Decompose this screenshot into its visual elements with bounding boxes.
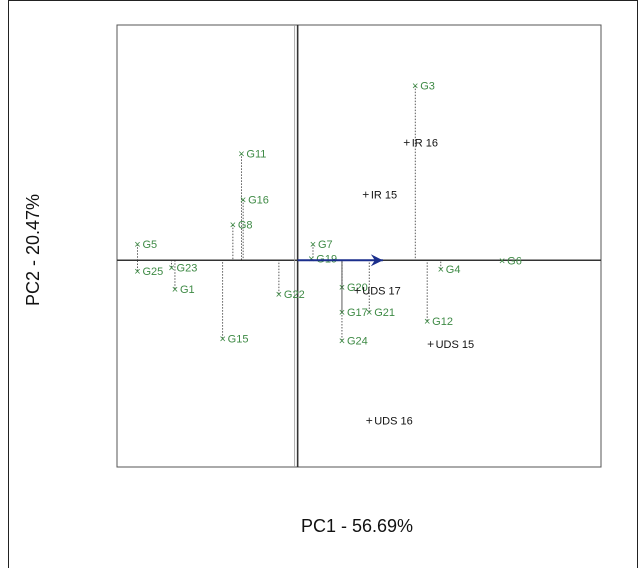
plot-border [116, 24, 602, 468]
environment-marker: + [366, 414, 373, 428]
y-axis-title: PC2 - 20.47% [23, 193, 43, 307]
environment-label: UDS 16 [374, 416, 413, 428]
genotype-label: G21 [374, 307, 395, 319]
genotype-label: G16 [248, 195, 269, 207]
genotype-marker: × [499, 255, 505, 267]
genotype-label: G12 [432, 316, 453, 328]
genotype-marker: × [424, 316, 430, 328]
genotype-marker: × [310, 239, 316, 251]
genotype-label: G20 [347, 282, 368, 294]
genotype-marker: × [240, 195, 246, 207]
genotype-label: G11 [246, 148, 266, 160]
genotype-label: G7 [318, 239, 333, 251]
genotype-label: G15 [228, 334, 249, 346]
genotype-label: G8 [238, 220, 253, 232]
genotype-marker: × [438, 264, 444, 276]
genotype-marker: × [238, 148, 244, 160]
environment-label: UDS 15 [436, 339, 475, 351]
genotype-marker: × [276, 289, 282, 301]
environment-marker: + [362, 187, 369, 201]
environment-label: IR 15 [371, 189, 397, 201]
genotype-marker: × [172, 284, 178, 296]
genotype-label: G6 [507, 255, 522, 267]
genotype-label: G23 [177, 262, 198, 274]
environment-marker: + [403, 136, 410, 150]
genotype-marker: × [230, 220, 236, 232]
genotype-label: G4 [446, 264, 461, 276]
genotype-marker: × [219, 334, 225, 346]
genotype-marker: × [134, 239, 140, 251]
genotype-label: G17 [347, 307, 368, 319]
genotype-marker: × [366, 307, 372, 319]
environment-label: UDS 17 [362, 286, 401, 298]
figure-frame [8, 0, 638, 568]
genotype-label: G5 [142, 239, 157, 251]
genotype-marker: × [134, 266, 140, 278]
x-axis-title: PC1 - 56.69% [300, 516, 414, 536]
genotype-label: G25 [142, 266, 163, 278]
genotype-marker: × [339, 335, 345, 347]
genotype-label: G22 [284, 289, 305, 301]
environment-marker: + [354, 284, 361, 298]
environment-label: IR 16 [412, 138, 438, 150]
environment-marker: + [427, 337, 434, 351]
arrow-head [370, 254, 383, 267]
genotype-label: G3 [420, 81, 435, 93]
genotype-marker: × [412, 81, 418, 93]
genotype-label: G1 [180, 284, 195, 296]
genotype-label: G24 [347, 335, 368, 347]
genotype-marker: × [168, 262, 174, 274]
